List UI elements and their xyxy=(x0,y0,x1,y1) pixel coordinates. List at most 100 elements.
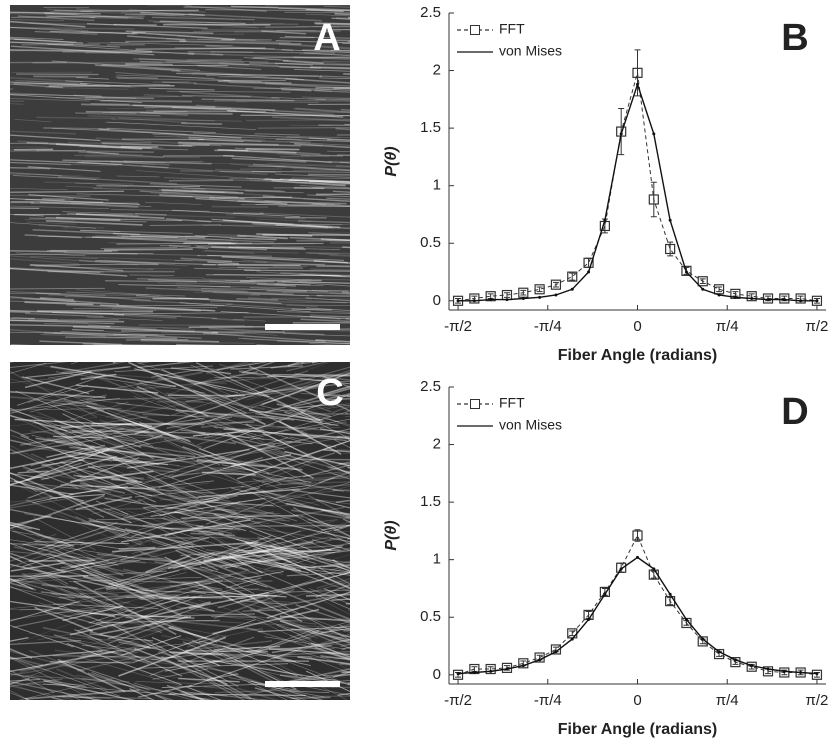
fiber xyxy=(347,648,429,671)
panel-label: B xyxy=(781,17,808,59)
fiber xyxy=(104,249,193,250)
fiber xyxy=(71,348,123,364)
y-tick-label: 1 xyxy=(433,177,441,194)
fiber xyxy=(178,342,249,362)
data-point xyxy=(815,299,818,302)
fiber xyxy=(308,104,454,105)
fiber xyxy=(176,283,258,284)
error-bar xyxy=(553,282,559,287)
x-tick-label: π/4 xyxy=(716,692,739,709)
fiber xyxy=(347,396,420,400)
fiber xyxy=(337,155,425,159)
data-point xyxy=(554,650,557,653)
fiber xyxy=(339,460,416,463)
fiber xyxy=(342,247,398,251)
fiber xyxy=(212,206,268,207)
fiber xyxy=(81,10,199,11)
data-point xyxy=(554,294,557,297)
error-bar xyxy=(716,287,722,292)
legend-marker xyxy=(471,400,480,409)
data-point xyxy=(473,299,476,302)
fiber xyxy=(114,25,157,26)
y-tick-label: 1 xyxy=(433,551,441,568)
data-point xyxy=(587,618,590,621)
fiber xyxy=(218,265,300,266)
fiber xyxy=(341,632,411,647)
fiber xyxy=(61,692,205,750)
data-point xyxy=(505,668,508,671)
fiber xyxy=(0,251,67,252)
fiber xyxy=(180,171,212,172)
series-line xyxy=(458,84,817,300)
fiber xyxy=(0,694,120,742)
data-point xyxy=(685,271,688,274)
y-tick-label: 0.5 xyxy=(420,234,441,251)
error-bar xyxy=(651,182,657,217)
fiber xyxy=(349,439,390,448)
fiber xyxy=(43,128,109,129)
x-tick-label: -π/2 xyxy=(444,692,472,709)
fiber xyxy=(257,345,350,351)
data-point xyxy=(750,664,753,667)
fiber xyxy=(181,123,222,124)
data-point xyxy=(571,288,574,291)
fiber xyxy=(0,495,5,499)
data-point xyxy=(620,132,623,135)
data-point xyxy=(815,672,818,675)
data-point xyxy=(685,618,688,621)
fiber xyxy=(335,128,475,137)
data-point xyxy=(701,288,704,291)
fiber xyxy=(345,319,433,324)
fiber xyxy=(348,31,428,32)
panel-label: D xyxy=(781,391,808,433)
x-tick-label: 0 xyxy=(633,318,641,335)
fiber xyxy=(346,413,473,443)
micrograph xyxy=(0,5,485,353)
data-point xyxy=(783,670,786,673)
y-tick-label: 0.5 xyxy=(420,608,441,625)
legend-label: von Mises xyxy=(499,43,562,59)
fiber xyxy=(0,699,59,732)
error-bar xyxy=(732,292,738,297)
fiber xyxy=(348,584,484,610)
fiber xyxy=(37,311,153,312)
data-point xyxy=(522,664,525,667)
data-point xyxy=(522,297,525,300)
data-point xyxy=(718,650,721,653)
fiber xyxy=(6,168,51,169)
legend-marker xyxy=(471,26,480,35)
fiber xyxy=(348,18,390,19)
data-point xyxy=(489,670,492,673)
data-point xyxy=(489,298,492,301)
y-tick-label: 2.5 xyxy=(420,4,441,21)
fiber xyxy=(348,41,396,43)
fiber xyxy=(348,467,471,495)
data-point xyxy=(783,298,786,301)
x-tick-label: π/2 xyxy=(806,318,829,335)
fiber xyxy=(29,560,95,561)
x-tick-label: π/2 xyxy=(806,692,829,709)
x-axis-label: Fiber Angle (radians) xyxy=(558,347,717,364)
fiber xyxy=(342,453,479,454)
fiber xyxy=(335,14,485,21)
fiber xyxy=(334,440,443,495)
legend-label: von Mises xyxy=(499,417,562,433)
series-line xyxy=(458,557,817,673)
panel-label: C xyxy=(316,372,343,414)
fiber xyxy=(345,416,491,425)
fiber xyxy=(333,490,466,499)
data-point xyxy=(636,83,639,86)
series-line xyxy=(458,73,817,301)
x-tick-label: π/4 xyxy=(716,318,739,335)
data-point xyxy=(652,567,655,570)
fiber xyxy=(343,119,393,120)
data-point xyxy=(799,299,802,302)
x-tick-label: -π/4 xyxy=(534,692,562,709)
legend-label: FFT xyxy=(499,395,525,411)
fiber xyxy=(343,74,404,78)
data-point xyxy=(767,298,770,301)
micrograph xyxy=(0,322,491,750)
data-point xyxy=(734,296,737,299)
